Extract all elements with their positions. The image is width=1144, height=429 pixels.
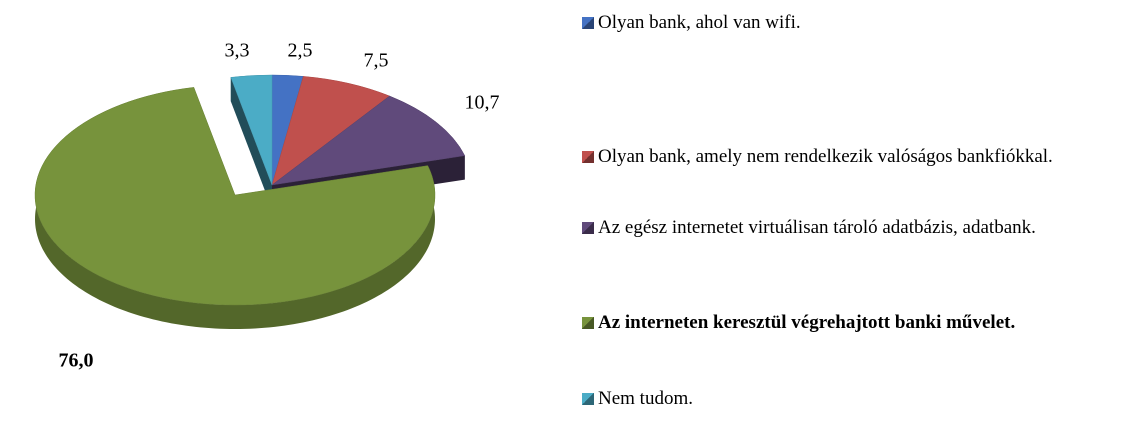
legend-item: Olyan bank, amely nem rendelkezik valósá… — [580, 142, 1140, 171]
data-label: 3,3 — [225, 40, 250, 62]
data-label: 76,0 — [59, 350, 94, 372]
slice — [230, 74, 273, 186]
legend-swatch — [582, 317, 594, 329]
legend-item: Nem tudom. — [580, 384, 1140, 413]
data-label: 7,5 — [364, 50, 389, 72]
legend-label: Az interneten keresztül végrehajtott ban… — [598, 312, 1016, 333]
legend-swatch — [582, 393, 594, 405]
legend-label: Olyan bank, amely nem rendelkezik valósá… — [598, 146, 1053, 167]
legend-item: Az egész internetet virtuálisan tároló a… — [580, 213, 1140, 242]
slice — [34, 87, 436, 306]
legend-item: Az interneten keresztül végrehajtott ban… — [580, 308, 1140, 337]
slice-wall — [230, 77, 272, 209]
legend-label: Az egész internetet virtuálisan tároló a… — [598, 217, 1036, 238]
legend-label: Nem tudom. — [598, 388, 693, 409]
legend-swatch — [582, 222, 594, 234]
legend-swatch — [582, 17, 594, 29]
data-label: 10,7 — [465, 92, 500, 114]
slice — [271, 95, 466, 186]
legend-item: Olyan bank, ahol van wifi. — [580, 8, 1140, 37]
legend-swatch — [582, 151, 594, 163]
data-label: 2,5 — [288, 40, 313, 62]
chart: 2,5 7,5 10,7 76,0 3,3 — [34, 40, 500, 372]
legend-label: Olyan bank, ahol van wifi. — [598, 12, 801, 33]
